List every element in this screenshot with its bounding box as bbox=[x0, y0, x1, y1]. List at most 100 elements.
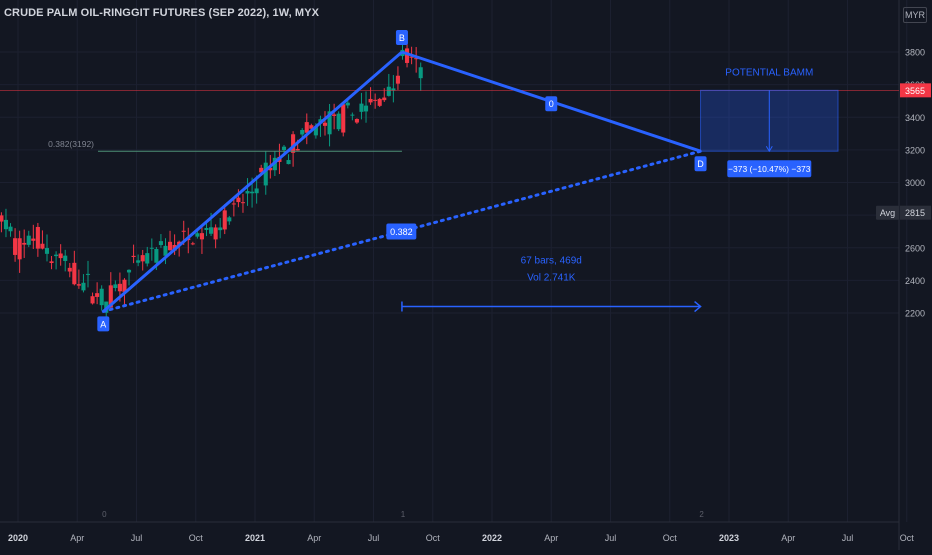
time-tick-label: Jul bbox=[842, 533, 854, 543]
candle-body bbox=[227, 217, 232, 222]
candle-body bbox=[240, 202, 246, 204]
time-tick-label: Apr bbox=[781, 533, 795, 543]
candle-body bbox=[231, 203, 236, 205]
fib-level-label: 0.382(3192) bbox=[48, 139, 94, 149]
last-price-tag bbox=[900, 83, 931, 98]
candle-body bbox=[113, 284, 118, 289]
candle-body bbox=[8, 226, 13, 232]
time-tick-label: Jul bbox=[605, 533, 617, 543]
candle-body bbox=[300, 129, 305, 135]
currency-label[interactable]: MYR bbox=[903, 7, 927, 23]
price-tick-label: 2400 bbox=[905, 276, 925, 286]
time-tick-label: 2022 bbox=[482, 533, 502, 543]
candle-body bbox=[304, 122, 309, 133]
candle-body bbox=[158, 241, 163, 246]
candle-body bbox=[58, 253, 63, 259]
retracement-badge bbox=[386, 223, 417, 240]
time-tick-label: Oct bbox=[189, 533, 204, 543]
candle-body bbox=[0, 215, 4, 222]
bar-index-label: 1 bbox=[401, 510, 406, 519]
candle-body bbox=[122, 279, 127, 292]
candle-body bbox=[72, 262, 77, 285]
candle-body bbox=[341, 104, 346, 133]
candle-body bbox=[99, 288, 104, 306]
candle-body bbox=[391, 88, 396, 91]
time-tick-label: Oct bbox=[900, 533, 915, 543]
candle-body bbox=[218, 227, 223, 231]
projection-title: POTENTIAL BAMM bbox=[725, 67, 813, 78]
candle-body bbox=[13, 238, 18, 255]
time-tick-label: 2020 bbox=[8, 533, 28, 543]
candle-body bbox=[49, 261, 54, 263]
candle-body bbox=[85, 273, 91, 275]
candle-body bbox=[154, 249, 159, 263]
candle-body bbox=[286, 160, 291, 165]
candle-body bbox=[204, 228, 209, 230]
candle-body bbox=[63, 255, 68, 261]
price-tick-label: 2200 bbox=[905, 309, 925, 319]
candle-body bbox=[31, 238, 36, 241]
pivot-label-B: B bbox=[399, 33, 405, 43]
candle-body bbox=[259, 167, 264, 173]
candle-body bbox=[17, 238, 22, 260]
date-range-arrow-head bbox=[694, 300, 702, 313]
candle-body bbox=[414, 58, 419, 60]
pivot-badge-B bbox=[395, 30, 408, 45]
retracement-label: 0.382 bbox=[390, 227, 413, 237]
pivot-badge-D bbox=[694, 156, 707, 172]
time-tick-label: Oct bbox=[663, 533, 678, 543]
candle-body bbox=[395, 75, 400, 84]
candle-body bbox=[409, 56, 414, 58]
candle-body bbox=[126, 269, 132, 273]
candle-body bbox=[95, 293, 100, 297]
candle-body bbox=[163, 245, 168, 256]
pivot-label-A: A bbox=[100, 319, 106, 329]
candle-body bbox=[131, 255, 136, 257]
candle-body bbox=[363, 105, 369, 112]
candle-body bbox=[245, 191, 250, 194]
candle-body bbox=[177, 241, 182, 246]
candle-body bbox=[336, 113, 341, 130]
candle-body bbox=[309, 125, 314, 129]
candle-body bbox=[418, 67, 423, 79]
candle-body bbox=[35, 226, 40, 249]
change-badge bbox=[727, 160, 812, 178]
time-tick-label: Apr bbox=[544, 533, 558, 543]
pivot-label-D: D bbox=[697, 159, 704, 169]
avg-tag bbox=[876, 205, 899, 220]
projection-arrow-head bbox=[765, 145, 773, 153]
avg-price-tag bbox=[900, 205, 931, 220]
pivot-label-0: 0 bbox=[549, 99, 554, 109]
price-tick-label: 2600 bbox=[905, 243, 925, 253]
candle-body bbox=[136, 260, 141, 263]
candle-body bbox=[354, 118, 359, 123]
candle-body bbox=[222, 210, 227, 230]
candle-body bbox=[377, 98, 382, 106]
change-label: −373 (−10.47%) −373 bbox=[728, 164, 811, 174]
candle-body bbox=[54, 254, 59, 257]
candle-body bbox=[268, 167, 273, 171]
candle-body bbox=[67, 267, 72, 272]
candle-body bbox=[236, 197, 241, 203]
candle-body bbox=[291, 134, 296, 153]
candle-body bbox=[213, 227, 218, 240]
time-tick-label: Apr bbox=[307, 533, 321, 543]
plot-area bbox=[0, 0, 899, 522]
candle-body bbox=[145, 253, 150, 264]
candle-body bbox=[295, 148, 300, 151]
time-axis bbox=[0, 522, 899, 550]
candle-body bbox=[313, 126, 318, 136]
last-price-label: 3565 bbox=[905, 86, 925, 96]
candle-body bbox=[167, 241, 173, 251]
candle-body bbox=[386, 86, 391, 96]
candle-body bbox=[382, 97, 387, 101]
candle-body bbox=[350, 114, 355, 116]
avg-name-label: Avg bbox=[880, 208, 895, 218]
pivot-badge-A bbox=[97, 316, 110, 332]
time-tick-label: 2023 bbox=[719, 533, 739, 543]
candle-body bbox=[108, 285, 113, 308]
candle-body bbox=[40, 243, 45, 249]
candle-body bbox=[345, 102, 350, 106]
